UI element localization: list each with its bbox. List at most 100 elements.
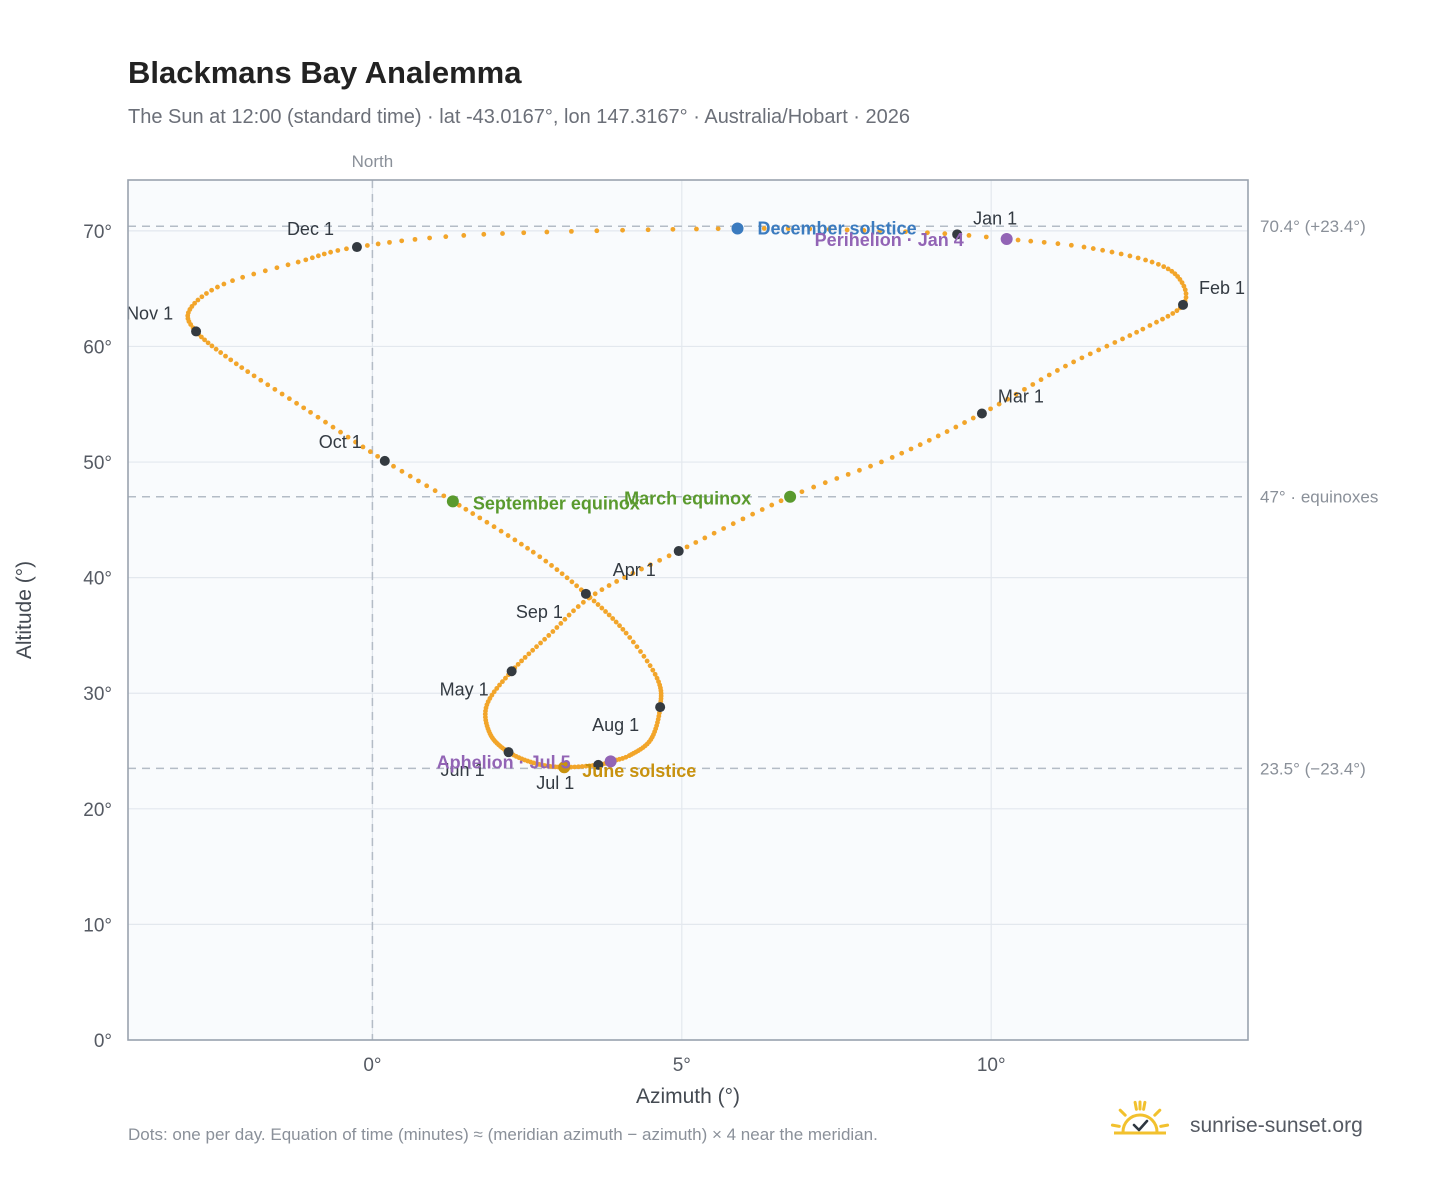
daily-dot xyxy=(274,265,280,271)
daily-dot xyxy=(240,274,246,280)
daily-dot xyxy=(1143,257,1148,263)
daily-dot xyxy=(530,549,536,555)
daily-dot xyxy=(715,226,721,232)
daily-dot xyxy=(1068,242,1074,248)
daily-dot xyxy=(650,667,656,673)
sun-ray xyxy=(1110,1123,1121,1128)
month-marker xyxy=(503,747,514,758)
daily-dot xyxy=(1118,251,1124,257)
brand-logo xyxy=(1110,1100,1170,1135)
daily-dot xyxy=(645,227,651,233)
month-marker-label: Jul 1 xyxy=(536,773,574,793)
daily-dot xyxy=(218,350,224,355)
daily-dot xyxy=(623,630,629,636)
month-marker xyxy=(976,408,987,419)
daily-dot xyxy=(569,579,575,585)
daily-dot xyxy=(614,579,620,584)
daily-dot xyxy=(245,369,251,375)
daily-dot xyxy=(845,471,851,477)
daily-dot xyxy=(251,373,257,379)
daily-dot xyxy=(1181,283,1187,289)
daily-dot xyxy=(526,651,532,657)
daily-dot xyxy=(505,533,511,538)
daily-dot xyxy=(549,563,554,568)
daily-dot xyxy=(1154,319,1159,325)
daily-dot xyxy=(1087,351,1093,357)
daily-dot xyxy=(500,231,505,236)
sun-logo-icon xyxy=(1110,1100,1170,1135)
month-marker-label: Feb 1 xyxy=(1199,278,1245,298)
daily-dot xyxy=(572,764,578,770)
daily-dot xyxy=(617,623,622,629)
daily-dot xyxy=(1135,255,1141,261)
daily-dot xyxy=(1046,372,1052,378)
daily-dot xyxy=(694,226,699,232)
event-marker xyxy=(784,490,797,503)
daily-dot xyxy=(657,557,663,563)
daily-dot xyxy=(1112,340,1118,345)
daily-dot xyxy=(877,228,883,234)
daily-dot xyxy=(1028,238,1034,244)
daily-dot xyxy=(1109,249,1115,255)
daily-dot xyxy=(908,446,914,452)
daily-dot xyxy=(1165,313,1171,319)
daily-dot xyxy=(1090,246,1096,251)
daily-dot xyxy=(620,626,626,632)
sun-ray xyxy=(1153,1108,1162,1117)
daily-dot xyxy=(769,502,775,508)
chart-subtitle: The Sun at 12:00 (standard time) · lat -… xyxy=(128,106,910,128)
daily-dot xyxy=(622,574,627,580)
daily-dot xyxy=(944,429,950,434)
daily-dot xyxy=(375,453,381,459)
daily-dot xyxy=(750,511,756,517)
daily-dot xyxy=(1182,287,1188,293)
daily-dot xyxy=(338,429,343,435)
daily-dot xyxy=(265,382,271,388)
month-marker-label: Sep 1 xyxy=(516,602,563,622)
daily-dot xyxy=(484,519,490,525)
daily-dot xyxy=(195,297,201,303)
daily-dot xyxy=(807,226,813,232)
month-markers: Jan 1 Feb 1 Mar 1 Apr 1 May 1 Jun 1 Jul 1 Aug 1… xyxy=(126,208,1245,793)
x-tick-label: 0° xyxy=(363,1055,381,1076)
daily-dot xyxy=(497,682,502,688)
daily-dot xyxy=(233,361,239,367)
daily-dot xyxy=(996,401,1002,407)
event-label: September equinox xyxy=(473,493,640,513)
daily-dot xyxy=(537,554,543,560)
daily-dot xyxy=(566,612,572,618)
daily-dot xyxy=(538,640,543,646)
sun-ray xyxy=(1133,1100,1138,1111)
daily-dot xyxy=(330,424,336,430)
daily-dot xyxy=(639,566,644,572)
daily-dot xyxy=(711,530,717,536)
brand-name: sunrise-sunset.org xyxy=(1190,1114,1363,1137)
daily-dot xyxy=(889,455,895,460)
daily-dot xyxy=(610,616,616,621)
daily-dot xyxy=(1096,347,1102,353)
daily-dot xyxy=(399,238,405,244)
daily-dot xyxy=(721,526,727,531)
daily-dot xyxy=(1100,247,1106,253)
daily-dot xyxy=(606,583,612,588)
daily-dot xyxy=(1005,396,1011,402)
daily-dot xyxy=(534,644,539,650)
month-marker-label: Jun 1 xyxy=(441,760,485,780)
daily-dot xyxy=(1013,391,1019,397)
month-marker xyxy=(673,546,684,557)
daily-dot xyxy=(360,444,366,450)
daily-dot xyxy=(983,234,989,240)
daily-dot xyxy=(286,396,292,402)
daily-dot xyxy=(652,671,658,677)
daily-dot xyxy=(550,629,556,634)
daily-dot xyxy=(228,357,234,363)
daily-dot xyxy=(367,449,373,455)
month-marker-label: Oct 1 xyxy=(319,432,362,452)
daily-dot xyxy=(554,567,560,573)
daily-dot xyxy=(230,278,235,284)
y-tick-label: 0° xyxy=(94,1031,112,1052)
daily-dot xyxy=(221,281,227,287)
daily-dot xyxy=(926,437,932,443)
daily-dot xyxy=(205,340,211,346)
daily-dot xyxy=(199,294,205,300)
